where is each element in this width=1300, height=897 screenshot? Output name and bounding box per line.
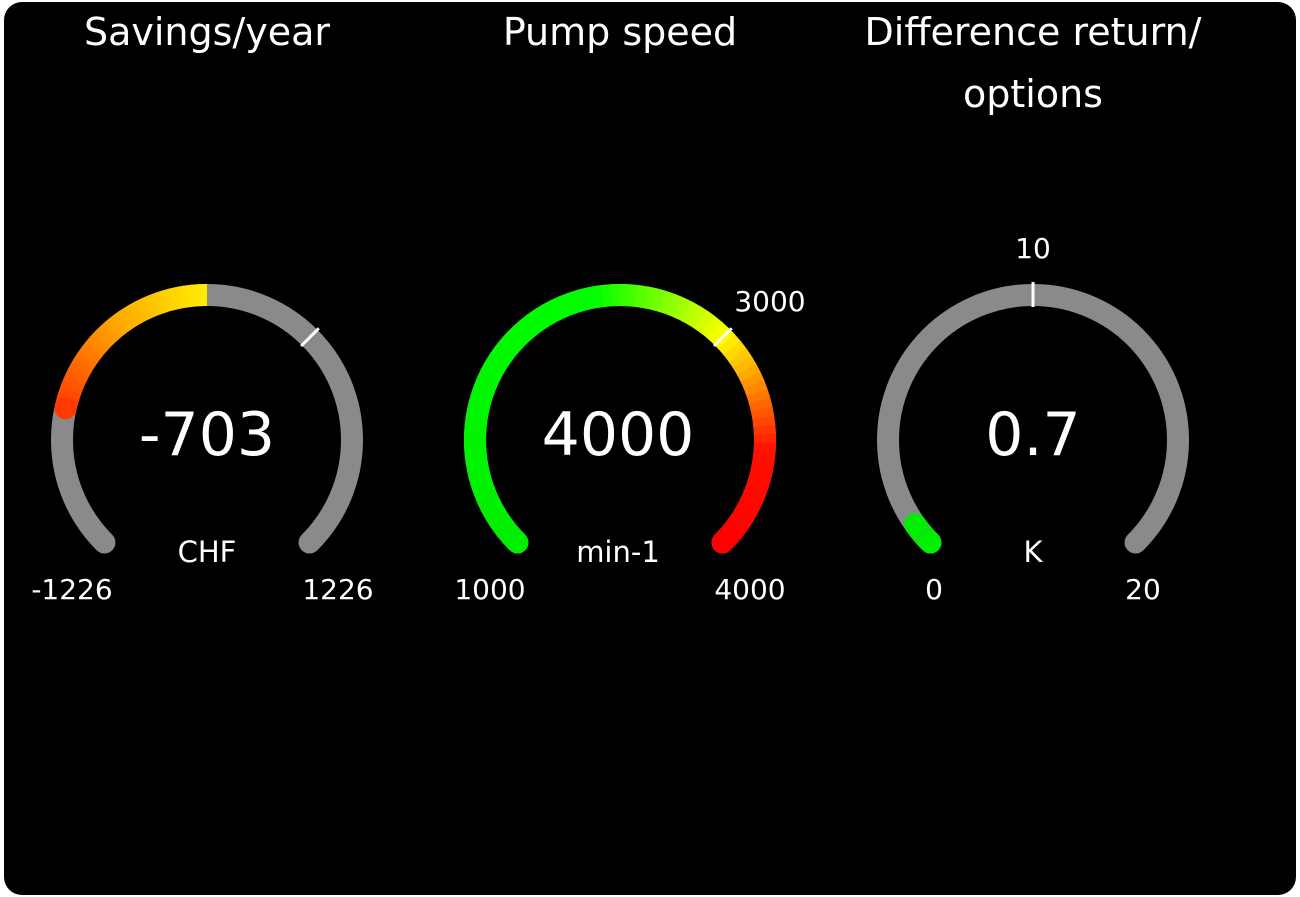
gauge-savings-year: Savings/year -703 CHF -1226 1226 (31, 10, 373, 606)
gauge-title-line-1: Difference return/ (865, 10, 1202, 54)
gauge-difference-return: Difference return/ options 0.7 K 0 20 10 (865, 10, 1202, 606)
gauge-value: 4000 (542, 400, 695, 470)
gauge-fill-cap (711, 531, 734, 554)
gauge-tick-mark (300, 327, 320, 348)
gauge-min-label: 1000 (454, 573, 525, 606)
gauge-unit: min-1 (576, 535, 660, 569)
gauge-fill-cap (506, 531, 529, 554)
gauge-max-label: 4000 (714, 573, 785, 606)
gauge-tick-label: 3000 (734, 285, 805, 318)
gauge-min-label: 0 (925, 573, 943, 606)
gauge-arc (51, 284, 363, 554)
gauge-tick-mark (712, 327, 733, 348)
gauge-title: Pump speed (503, 10, 737, 54)
gauge-title-line-2: options (963, 72, 1103, 116)
gauge-fill-cap (904, 513, 927, 536)
gauge-arc (464, 284, 776, 554)
gauge-value: 0.7 (985, 400, 1080, 470)
gauge-max-label: 20 (1125, 573, 1161, 606)
gauge-fill-cap (919, 531, 942, 554)
gauge-pump-speed: Pump speed 4000 min-1 1000 4000 3000 (454, 10, 805, 606)
gauge-max-label: 1226 (302, 573, 373, 606)
gauge-arc (877, 282, 1189, 554)
gauge-value: -703 (139, 400, 275, 470)
dashboard-panel (4, 2, 1296, 895)
gauge-min-label: -1226 (31, 573, 112, 606)
gauge-tick-label: 10 (1015, 232, 1051, 265)
gauge-unit: K (1023, 535, 1043, 569)
gauge-fill-cap (54, 397, 77, 420)
gauge-track (51, 284, 363, 554)
gauge-title: Savings/year (84, 10, 330, 54)
gauge-unit: CHF (178, 535, 237, 569)
